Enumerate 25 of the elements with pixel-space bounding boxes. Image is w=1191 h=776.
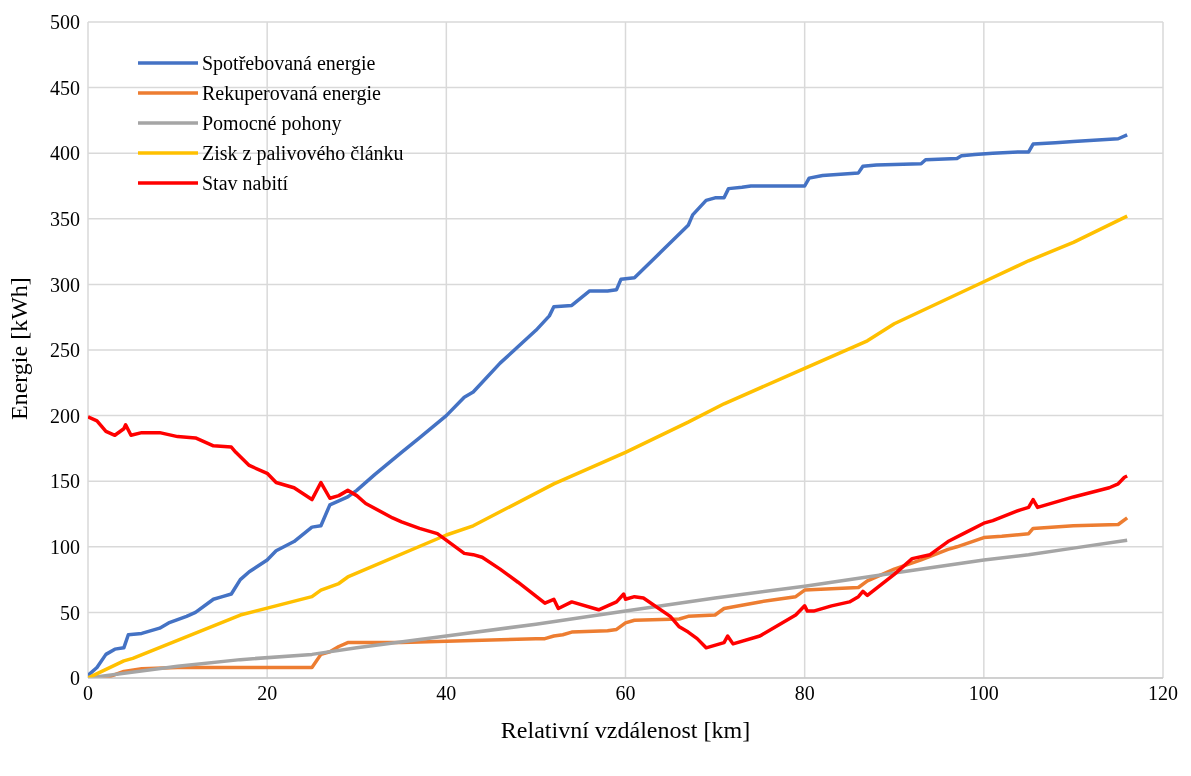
y-tick-label: 50 (60, 601, 80, 624)
x-tick-label: 80 (794, 682, 815, 705)
y-tick-label: 350 (50, 207, 80, 230)
y-tick-label: 400 (50, 142, 80, 165)
y-tick-label: 250 (50, 339, 80, 362)
y-tick-label: 200 (50, 404, 80, 427)
y-tick-label: 150 (50, 470, 80, 493)
line-series (88, 415, 1129, 650)
legend-label: Zisk z palivového článku (202, 141, 404, 167)
legend-label: Rekuperovaná energie (202, 81, 381, 107)
y-tick-label: 450 (50, 76, 80, 99)
x-tick-label: 60 (615, 682, 636, 705)
y-tick-label: 0 (70, 667, 80, 690)
y-tick-label: 300 (50, 273, 80, 296)
y-tick-label: 500 (50, 11, 80, 34)
x-tick-label: 120 (1148, 682, 1178, 705)
legend-label: Stav nabití (202, 171, 289, 196)
legend-label: Pomocné pohony (202, 111, 342, 137)
x-tick-label: 40 (436, 682, 457, 705)
legend-label: Spotřebovaná energie (202, 51, 376, 77)
x-tick-label: 100 (968, 682, 999, 705)
y-axis-title: Energie [kWh] (5, 277, 32, 420)
x-tick-label: 20 (257, 682, 278, 705)
y-tick-label: 100 (50, 535, 80, 558)
x-axis-title: Relativní vzdálenost [km] (500, 717, 751, 743)
